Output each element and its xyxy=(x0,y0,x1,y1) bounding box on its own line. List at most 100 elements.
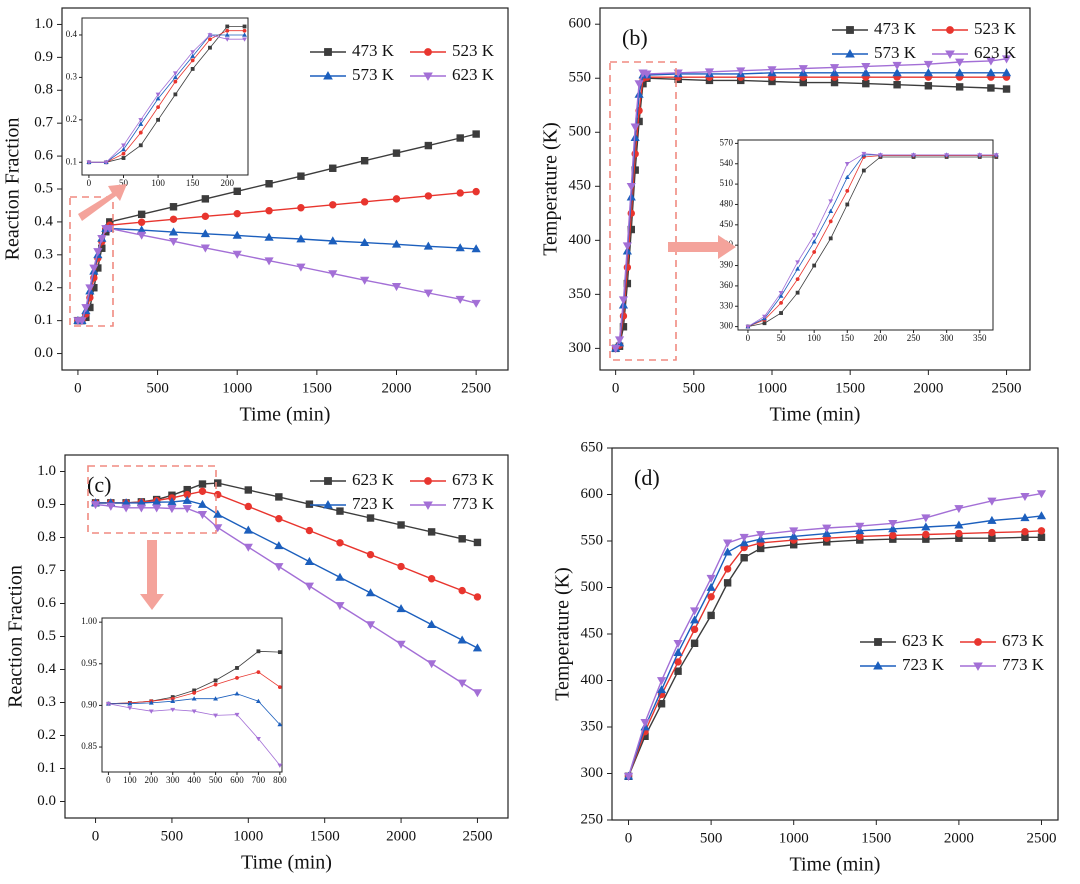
x-tick-label: 2000 xyxy=(386,828,416,844)
marker xyxy=(167,505,177,514)
marker xyxy=(207,33,213,38)
marker xyxy=(156,117,160,122)
y-tick-label: 0.7 xyxy=(34,115,53,131)
y-tick-label: 0.1 xyxy=(34,312,53,328)
legend-label: 523 K xyxy=(452,41,495,60)
x-tick-label: 1500 xyxy=(861,830,891,846)
marker xyxy=(812,250,817,254)
marker xyxy=(634,80,644,89)
marker xyxy=(739,538,749,547)
y-tick-label: 0.3 xyxy=(37,694,56,710)
marker xyxy=(233,187,241,196)
marker xyxy=(844,162,850,167)
marker xyxy=(955,529,963,538)
marker xyxy=(845,49,855,58)
marker xyxy=(324,477,332,485)
marker xyxy=(81,304,91,313)
marker xyxy=(275,493,283,501)
marker xyxy=(105,702,111,707)
marker xyxy=(673,647,683,656)
marker xyxy=(277,722,283,727)
marker xyxy=(427,619,437,628)
marker xyxy=(756,531,766,540)
marker xyxy=(424,48,432,56)
marker xyxy=(89,264,99,273)
marker xyxy=(173,92,178,97)
x-tick-label: 50 xyxy=(119,178,129,188)
legend-label: 723 K xyxy=(902,655,945,674)
marker xyxy=(622,242,632,251)
y-tick-label: 0.4 xyxy=(34,213,53,229)
marker xyxy=(789,527,799,536)
marker xyxy=(365,621,376,630)
marker xyxy=(457,679,467,688)
marker xyxy=(148,700,154,705)
marker xyxy=(172,74,178,80)
marker xyxy=(456,134,464,142)
y-tick-label: 250 xyxy=(581,811,604,827)
marker xyxy=(93,248,103,257)
marker xyxy=(391,283,402,292)
x-tick-label: 2000 xyxy=(913,380,943,396)
marker xyxy=(424,477,432,485)
marker xyxy=(778,293,784,298)
marker xyxy=(1037,533,1046,541)
y-tick-label: 0.95 xyxy=(81,658,97,668)
y-tick-label: 0.1 xyxy=(66,156,77,166)
marker xyxy=(127,706,133,711)
marker xyxy=(955,58,965,67)
marker xyxy=(471,299,481,308)
marker xyxy=(190,53,196,58)
y-tick-label: 300 xyxy=(569,340,592,356)
y-tick-label: 400 xyxy=(569,232,592,248)
marker xyxy=(197,499,208,508)
marker xyxy=(640,718,650,728)
marker xyxy=(213,682,218,687)
marker xyxy=(255,698,261,703)
marker xyxy=(673,639,683,648)
y-tick-label: 0.2 xyxy=(66,114,77,124)
x-axis-label: Time (min) xyxy=(241,852,332,874)
marker xyxy=(173,79,178,84)
y-tick-label: 400 xyxy=(581,672,604,688)
x-tick-label: 200 xyxy=(221,178,235,188)
legend-label: 773 K xyxy=(452,494,495,513)
x-tick-label: 350 xyxy=(973,333,987,343)
marker xyxy=(457,635,467,644)
panel-label: (b) xyxy=(622,25,648,50)
x-tick-label: 200 xyxy=(874,333,888,343)
marker xyxy=(811,233,817,238)
marker xyxy=(243,543,253,552)
marker xyxy=(167,497,177,506)
marker xyxy=(256,649,261,654)
marker xyxy=(973,662,983,671)
panel-label: (c) xyxy=(87,472,111,497)
marker xyxy=(172,71,178,76)
marker xyxy=(690,625,699,634)
marker xyxy=(455,295,465,304)
marker xyxy=(336,539,344,547)
marker xyxy=(191,696,197,701)
y-axis-label: Temperature (K) xyxy=(540,122,562,256)
x-tick-label: 0 xyxy=(612,380,620,396)
y-tick-label: 0.7 xyxy=(37,562,56,578)
x-tick-label: 0 xyxy=(74,380,82,396)
marker xyxy=(954,520,964,529)
marker xyxy=(923,68,933,77)
x-tick-label: 250 xyxy=(907,333,921,343)
y-tick-label: 450 xyxy=(569,178,592,194)
marker xyxy=(397,521,405,529)
marker xyxy=(955,83,964,91)
marker xyxy=(706,574,716,583)
marker xyxy=(182,505,192,514)
marker xyxy=(986,68,996,77)
series-line xyxy=(88,34,245,163)
marker xyxy=(200,229,210,238)
y-tick-label: 1.00 xyxy=(81,616,97,626)
marker xyxy=(706,582,716,591)
y-tick-label: 0.85 xyxy=(81,741,97,751)
marker xyxy=(234,691,240,696)
marker xyxy=(201,212,210,221)
arrow xyxy=(78,184,127,221)
marker xyxy=(242,32,247,37)
